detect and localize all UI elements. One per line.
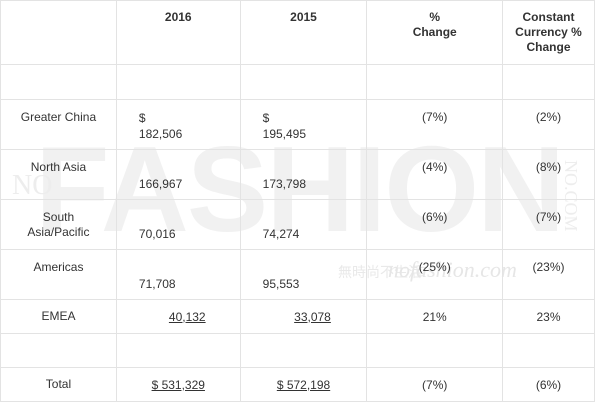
table-row: Americas 71,708 95,553 (25%) (23%): [0, 249, 595, 300]
cell-2016: 40,132: [115, 299, 241, 334]
cell-pct: 21%: [366, 299, 504, 334]
col-header-constant-currency: Constant Currency % Change: [502, 0, 595, 65]
row-label-total: Total: [0, 367, 117, 402]
spacer-row: [0, 333, 595, 368]
row-label-emea: EMEA: [0, 299, 117, 334]
cell-2015: 173,798: [239, 149, 368, 200]
cell-pct: (4%): [366, 149, 504, 200]
cell-2015: 74,274: [239, 199, 368, 250]
cell-2016: 70,016: [115, 199, 241, 250]
col-header-2016: 2016: [115, 0, 241, 65]
row-label-greater-china: Greater China: [0, 99, 117, 150]
cell-2015: 33,078: [239, 299, 368, 334]
cell-cc: (6%): [502, 367, 595, 402]
row-label-north-asia: North Asia: [0, 149, 117, 200]
cell-cc: (2%): [502, 99, 595, 150]
col-header-2015: 2015: [239, 0, 368, 65]
table-row: South Asia/Pacific 70,016 74,274 (6%) (7…: [0, 199, 595, 250]
table-row: North Asia 166,967 173,798 (4%) (8%): [0, 149, 595, 200]
cell-pct: (7%): [366, 99, 504, 150]
table-row: EMEA 40,132 33,078 21% 23%: [0, 299, 595, 334]
cell-cc: (23%): [502, 249, 595, 300]
table-row: Greater China $182,506 $195,495 (7%) (2%…: [0, 99, 595, 150]
spacer-row: [0, 64, 595, 100]
row-label-americas: Americas: [0, 249, 117, 300]
corner-cell: [0, 0, 117, 65]
cell-pct: (6%): [366, 199, 504, 250]
header-row: 2016 2015 % Change Constant Currency % C…: [0, 0, 595, 65]
cell-pct: (7%): [366, 367, 504, 402]
col-header-pct-change: % Change: [366, 0, 504, 65]
cell-2016: $182,506: [115, 99, 241, 150]
cell-2015: $ 572,198: [239, 367, 368, 402]
cell-2015: 95,553: [239, 249, 368, 300]
row-label-south-asia-pacific: South Asia/Pacific: [0, 199, 117, 250]
cell-cc: (7%): [502, 199, 595, 250]
cell-2016: $ 531,329: [115, 367, 241, 402]
total-row: Total $ 531,329 $ 572,198 (7%) (6%): [0, 367, 595, 402]
cell-2016: 71,708: [115, 249, 241, 300]
cell-cc: 23%: [502, 299, 595, 334]
cell-pct: (25%): [366, 249, 504, 300]
cell-2016: 166,967: [115, 149, 241, 200]
cell-cc: (8%): [502, 149, 595, 200]
cell-2015: $195,495: [239, 99, 368, 150]
